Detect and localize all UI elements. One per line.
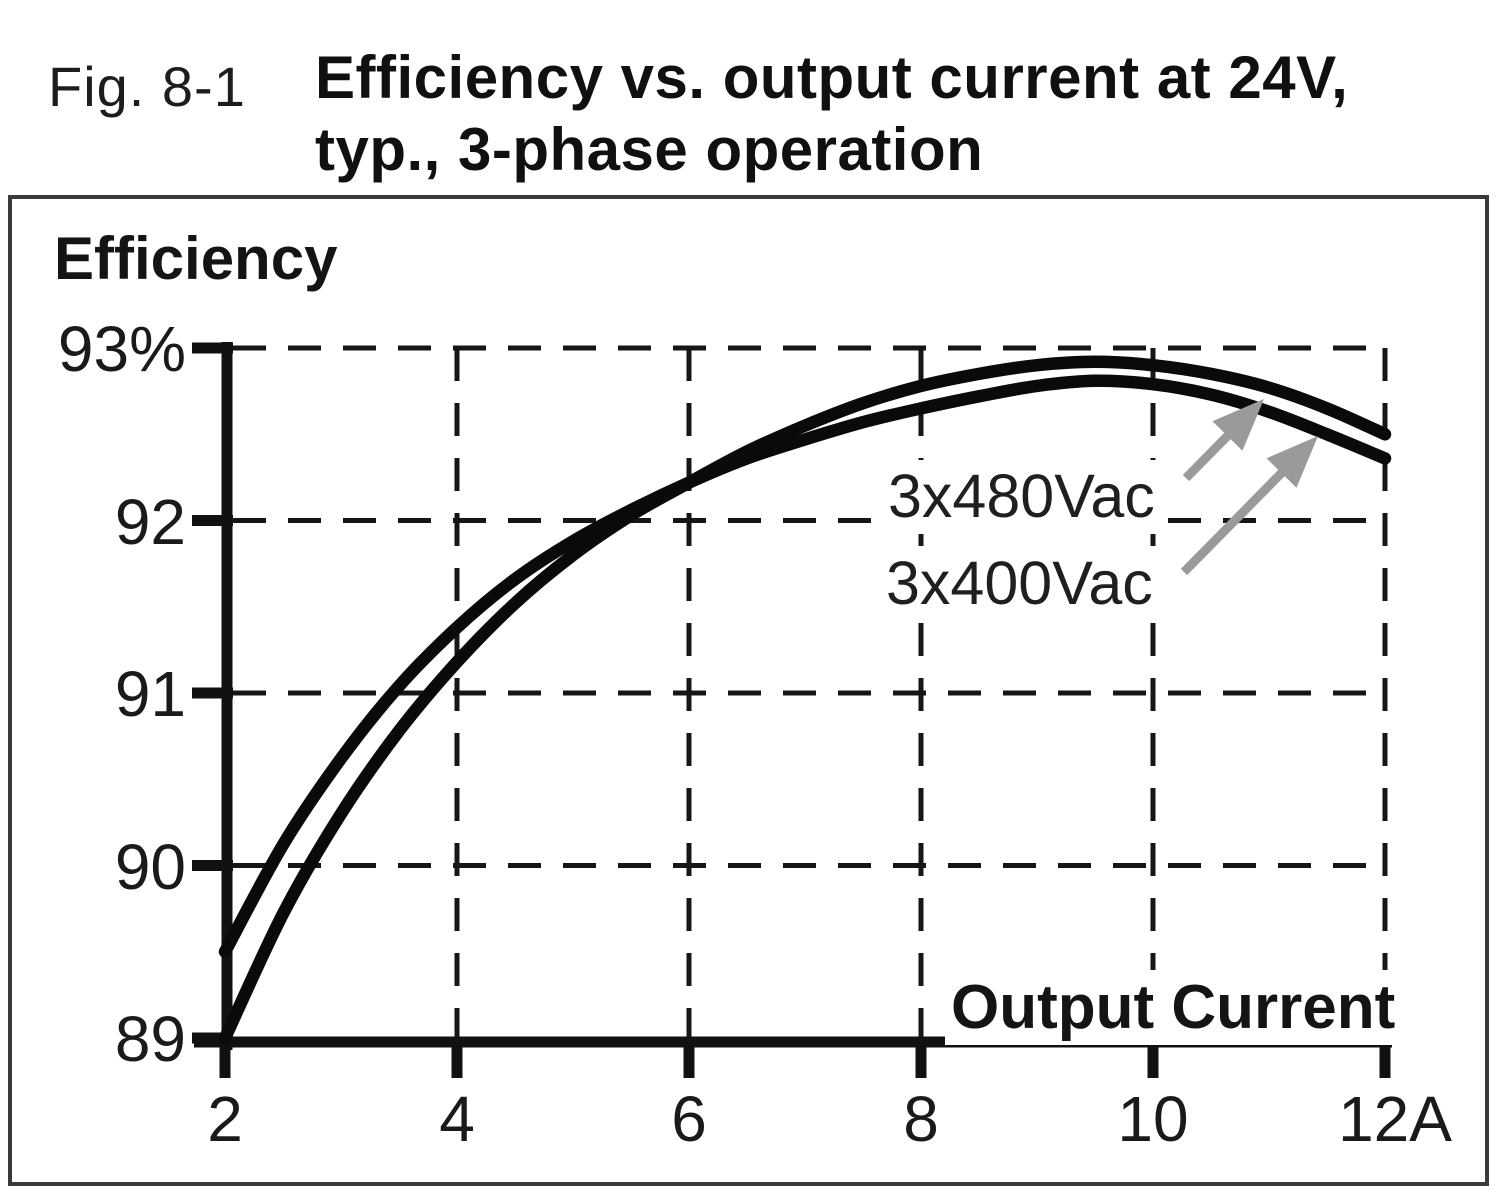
figure-title-line2: typ., 3-phase operation <box>315 116 984 183</box>
y-axis-title: Efficiency <box>54 225 338 292</box>
series-label-480vac: 3x480Vac <box>880 460 1163 534</box>
x-tick-label-2: 2 <box>207 1083 243 1155</box>
arrow-400vac-head <box>1266 436 1318 488</box>
figure-number: Fig. 8-1 <box>48 55 246 118</box>
x-tick-label-6: 6 <box>671 1083 707 1155</box>
figure-title: Efficiency vs. output current at 24V, ty… <box>315 42 1348 186</box>
y-tick-label-89: 89 <box>114 1003 186 1075</box>
figure-title-line1: Efficiency vs. output current at 24V, <box>315 44 1349 111</box>
arrow-480vac-head <box>1212 399 1264 451</box>
x-tick-label-8: 8 <box>903 1083 939 1155</box>
y-tick-label-90: 90 <box>114 830 186 903</box>
x-tick-label-12: 12A <box>1338 1083 1452 1155</box>
curve-3x480Vac <box>218 355 1392 1045</box>
series-label-400vac: 3x400Vac <box>878 547 1161 621</box>
curve-3x400Vac <box>218 374 1392 958</box>
x-tick-label-10: 10 <box>1117 1083 1189 1155</box>
y-tick-label-91: 91 <box>114 658 186 730</box>
y-tick-label-93: 93% <box>57 313 186 385</box>
x-tick-label-4: 4 <box>439 1083 475 1155</box>
arrow-480vac-shaft <box>1182 427 1237 482</box>
x-axis-title: Output Current <box>945 970 1402 1045</box>
arrow-400vac-shaft <box>1180 464 1291 576</box>
y-tick-label-92: 92 <box>114 485 186 558</box>
